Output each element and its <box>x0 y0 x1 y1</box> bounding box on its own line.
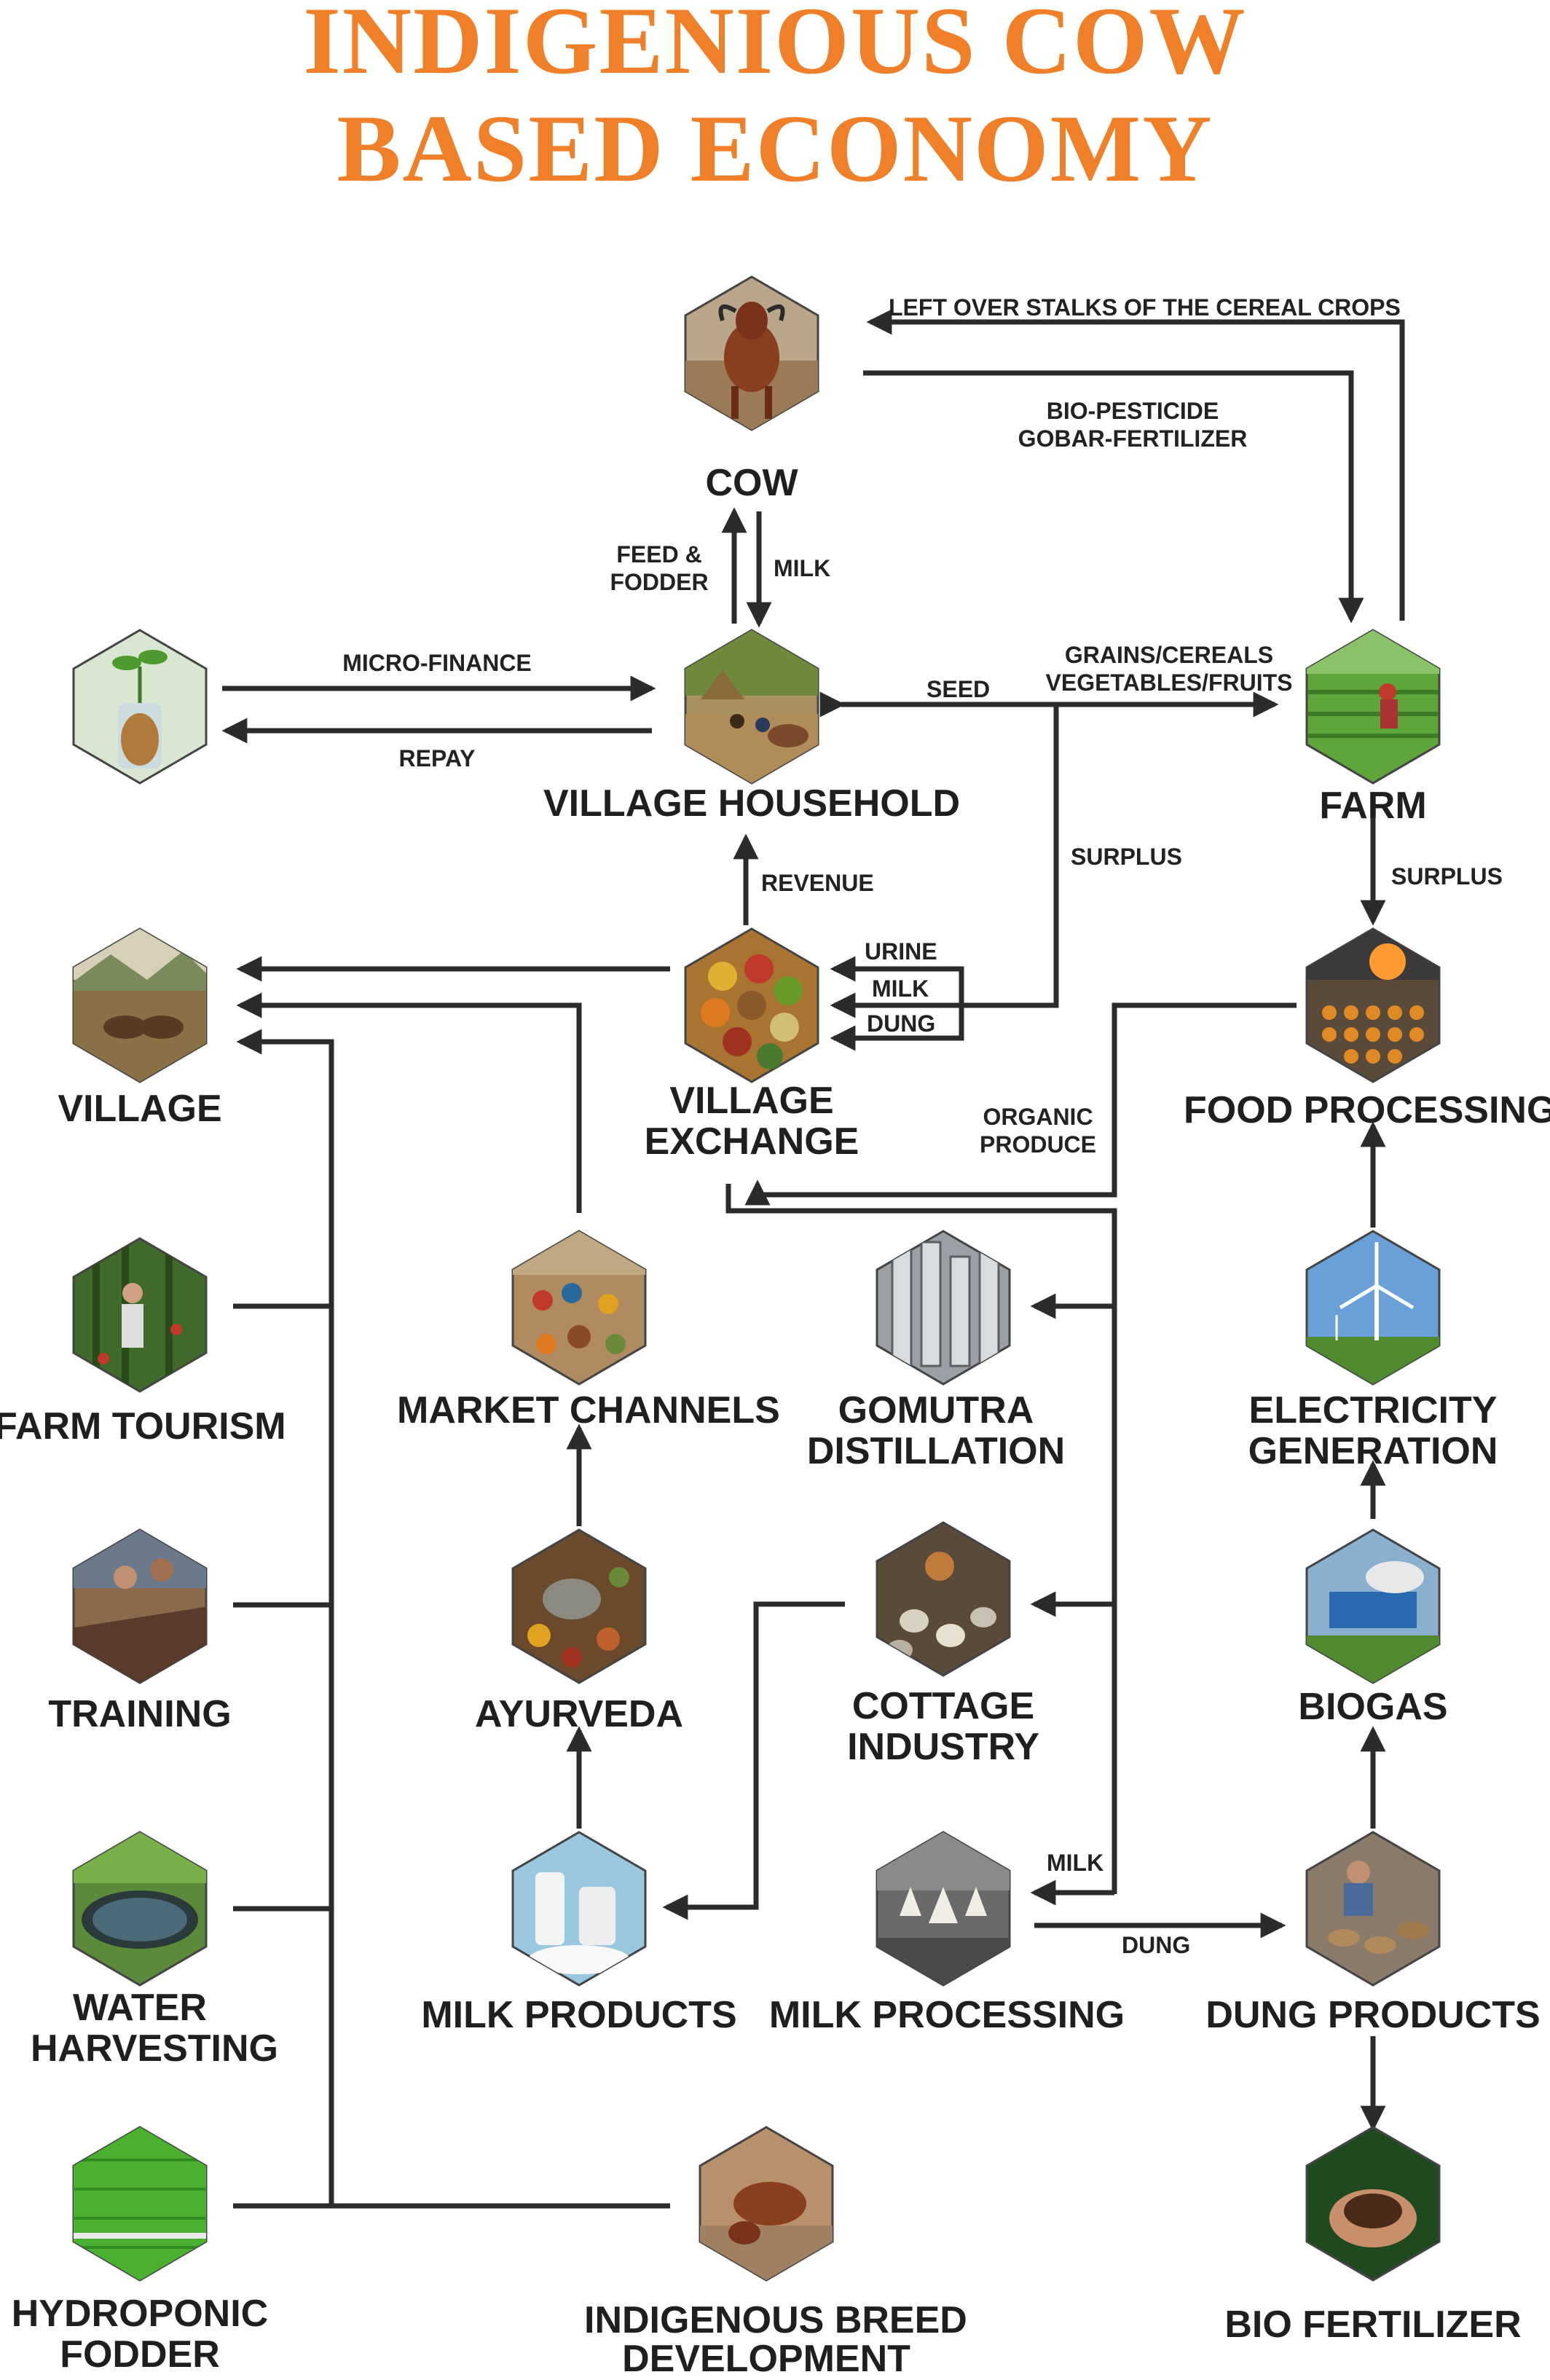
edge-label-organic-2: PRODUCE <box>979 1131 1096 1158</box>
label-village-exchange-1: VILLAGE <box>669 1080 834 1122</box>
village-photo-icon <box>72 927 208 1083</box>
edge-label-milk-up: MILK <box>774 555 831 581</box>
edge-label-repay: REPAY <box>398 745 476 771</box>
edge-label-revenue: REVENUE <box>761 870 874 896</box>
label-food-processing: FOOD PROCESSING <box>1184 1089 1550 1131</box>
edge-bus-village <box>236 1029 334 2206</box>
edge-label-grains-2: VEGETABLES/FRUITS <box>1045 669 1293 696</box>
edge-cottage-milkproducts <box>662 1601 845 1920</box>
biogas-icon <box>1305 1528 1441 1684</box>
farm-tourism-icon <box>72 1237 208 1393</box>
milk-products-icon <box>511 1831 647 1987</box>
label-ayurveda: AYURVEDA <box>474 1693 684 1735</box>
wind-turbine-icon <box>1305 1230 1441 1386</box>
edge-label-urine: URINE <box>865 938 937 965</box>
label-hydroponic-1: HYDROPONIC <box>11 2293 269 2335</box>
edge-exchange-bus <box>725 1184 1117 1894</box>
hydroponic-icon <box>72 2126 208 2282</box>
label-water-1: WATER <box>73 1987 207 2029</box>
edge-label-seed: SEED <box>927 676 991 702</box>
edge-label-stalks: LEFT OVER STALKS OF THE CEREAL CROPS <box>889 294 1401 321</box>
label-cottage-1: COTTAGE <box>851 1685 1035 1727</box>
edge-market-village <box>236 992 582 1213</box>
edge-label-milk-proc: MILK <box>1047 1850 1104 1876</box>
label-dung-products: DUNG PRODUCTS <box>1205 1994 1541 2036</box>
coin-plant-icon <box>72 629 208 785</box>
label-water-2: HARVESTING <box>31 2027 278 2070</box>
dung-products-icon <box>1305 1831 1441 1987</box>
label-training: TRAINING <box>48 1693 232 1735</box>
edge-organic-produce <box>744 1002 1297 1206</box>
milk-processing-icon <box>876 1831 1011 1987</box>
edge-label-organic-1: ORGANIC <box>983 1104 1093 1130</box>
label-gomutra-1: GOMUTRA <box>838 1389 1034 1431</box>
label-bio-fertilizer: BIO FERTILIZER <box>1224 2304 1522 2346</box>
training-icon <box>72 1528 208 1684</box>
water-harvesting-icon <box>72 1831 208 1987</box>
edge-stalks <box>866 309 1405 621</box>
label-farm: FARM <box>1319 785 1427 827</box>
fertilizer-icon <box>1305 2126 1441 2282</box>
label-cottage-2: INDUSTRY <box>847 1726 1039 1768</box>
exchange-photo-icon <box>684 927 819 1083</box>
edge-label-surplus-right: SURPLUS <box>1391 863 1503 889</box>
edge-label-bio-pesticide-1: BIO-PESTICIDE <box>1046 398 1219 424</box>
label-breed-2: DEVELOPMENT <box>622 2338 910 2380</box>
label-farm-tourism: FARM TOURISM <box>0 1405 286 1448</box>
farm-photo-icon <box>1305 629 1441 785</box>
edge-label-dung-proc: DUNG <box>1122 1932 1191 1958</box>
edge-label-milk-exchange: MILK <box>872 975 929 1002</box>
label-village-household: VILLAGE HOUSEHOLD <box>543 782 961 825</box>
label-gomutra-2: DISTILLATION <box>806 1430 1066 1472</box>
edge-label-surplus-mid: SURPLUS <box>1071 844 1182 870</box>
cow-photo-icon <box>684 275 819 431</box>
edge-bio-pesticide <box>863 370 1364 624</box>
edge-label-dung-exchange: DUNG <box>867 1010 936 1037</box>
label-milk-products: MILK PRODUCTS <box>421 1994 737 2036</box>
label-electricity-2: GENERATION <box>1248 1430 1498 1472</box>
cottage-icon <box>876 1521 1011 1677</box>
label-cow: COW <box>705 462 798 504</box>
edge-label-grains-1: GRAINS/CEREALS <box>1064 642 1274 668</box>
label-market-channels: MARKET CHANNELS <box>397 1389 780 1431</box>
market-icon <box>511 1230 647 1386</box>
edge-label-feed-2: FODDER <box>610 569 709 595</box>
ayurveda-icon <box>511 1528 647 1684</box>
edge-label-micro-finance: MICRO-FINANCE <box>342 650 532 676</box>
distillation-icon <box>876 1230 1011 1386</box>
food-processing-icon <box>1305 927 1441 1083</box>
label-village-exchange-2: EXCHANGE <box>644 1120 859 1163</box>
breed-icon <box>699 2126 834 2282</box>
label-breed-1: INDIGENOUS BREED <box>584 2299 967 2341</box>
label-village: VILLAGE <box>58 1088 222 1130</box>
title-line-1: INDIGENIOUS COW <box>303 0 1247 94</box>
title-line-2: BASED ECONOMY <box>337 95 1213 202</box>
label-hydroponic-2: FODDER <box>60 2333 220 2376</box>
edge-dung-exchange <box>830 1005 964 1051</box>
household-photo-icon <box>684 629 819 785</box>
label-electricity-1: ELECTRICITY <box>1248 1389 1498 1431</box>
label-biogas: BIOGAS <box>1298 1686 1448 1728</box>
edge-label-feed-1: FEED & <box>616 541 702 567</box>
label-milk-processing: MILK PROCESSING <box>768 1994 1125 2036</box>
edge-label-bio-pesticide-2: GOBAR-FERTILIZER <box>1018 425 1248 452</box>
